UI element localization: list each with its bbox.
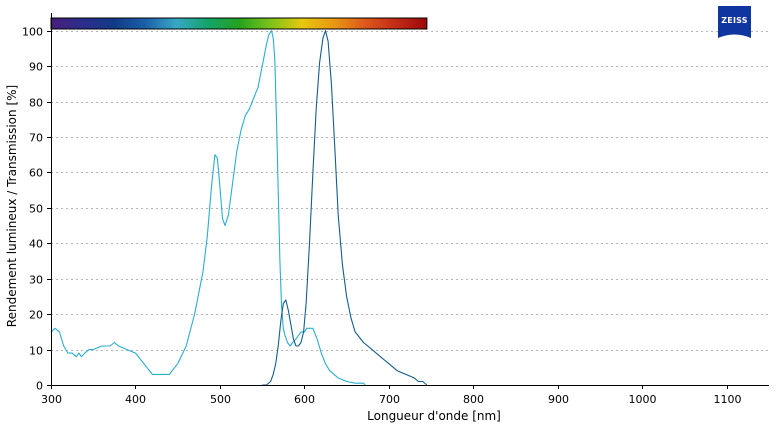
y-tick-label: 30 [29,274,43,287]
y-axis-ticks: 0 10 20 30 40 50 60 70 80 90 100 [22,26,51,393]
y-tick-label: 100 [22,26,43,39]
y-tick-label: 10 [29,345,43,358]
series-layer [50,30,428,386]
y-tick-label: 50 [29,203,43,216]
x-tick-label: 600 [294,393,315,406]
grid-lines [51,31,769,351]
zeiss-logo-text: ZEISS [721,16,747,25]
y-tick-label: 80 [29,97,43,110]
y-tick-label: 0 [36,380,43,393]
x-axis-ticks: 300 400 500 600 700 800 900 1000 1100 [41,385,742,406]
x-tick-label: 400 [125,393,146,406]
y-tick-label: 20 [29,309,43,322]
spectrum-bar [50,17,428,30]
x-tick-label: 800 [463,393,484,406]
x-tick-label: 1000 [629,393,657,406]
y-axis-label: Rendement lumineux / Transmission [%] [5,85,19,327]
x-tick-label: 500 [210,393,231,406]
x-tick-label: 1100 [714,393,742,406]
y-tick-label: 60 [29,167,43,180]
y-tick-label: 40 [29,238,43,251]
series-line-1 [50,30,366,386]
y-tick-label: 90 [29,61,43,74]
axes [51,13,769,386]
x-axis-label: Longueur d'onde [nm] [367,409,501,423]
zeiss-logo: ZEISS [718,6,751,38]
x-tick-label: 900 [548,393,569,406]
y-tick-label: 70 [29,132,43,145]
zeiss-logo-shape [718,6,751,38]
x-tick-label: 700 [379,393,400,406]
series-line-2 [262,30,428,386]
x-tick-label: 300 [41,393,62,406]
